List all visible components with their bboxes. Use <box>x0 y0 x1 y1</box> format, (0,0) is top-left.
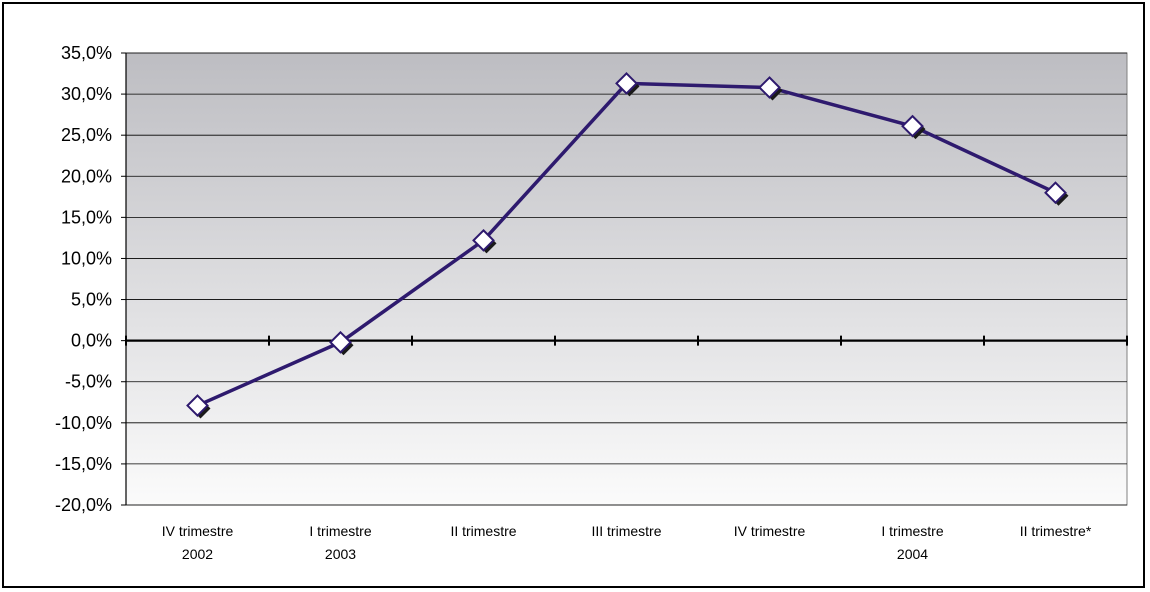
y-tick-label: 35,0% <box>61 43 112 63</box>
data-point <box>758 76 781 99</box>
y-tick-label: -10,0% <box>55 413 112 433</box>
data-point <box>186 394 209 417</box>
x-tick-label: 2004 <box>897 546 928 562</box>
x-tick-label: I trimestre <box>881 523 943 539</box>
data-point <box>615 71 638 95</box>
x-tick-label: I trimestre <box>309 523 371 539</box>
y-tick-label: 10,0% <box>61 248 112 268</box>
y-tick-label: 5,0% <box>71 290 112 310</box>
y-tick-label: 20,0% <box>61 166 112 186</box>
y-tick-label: -5,0% <box>65 372 112 392</box>
data-point <box>329 330 352 354</box>
data-point <box>901 114 924 138</box>
x-tick-label: II trimestre <box>450 523 516 539</box>
x-tick-label: III trimestre <box>591 523 661 539</box>
data-point <box>1044 181 1067 205</box>
y-tick-label: 0,0% <box>71 331 112 351</box>
y-tick-label: 15,0% <box>61 207 112 227</box>
y-tick-label: -15,0% <box>55 454 112 474</box>
plot-area <box>125 52 1128 506</box>
x-tick-label: 2002 <box>182 546 213 562</box>
y-tick-label: 25,0% <box>61 125 112 145</box>
x-tick-label: IV trimestre <box>734 523 806 539</box>
x-tick-label: IV trimestre <box>162 523 234 539</box>
y-tick-label: -20,0% <box>55 495 112 515</box>
y-tick-label: 30,0% <box>61 84 112 104</box>
x-tick-label: 2003 <box>325 546 356 562</box>
x-tick-label: II trimestre* <box>1020 523 1092 539</box>
data-point <box>472 228 495 252</box>
